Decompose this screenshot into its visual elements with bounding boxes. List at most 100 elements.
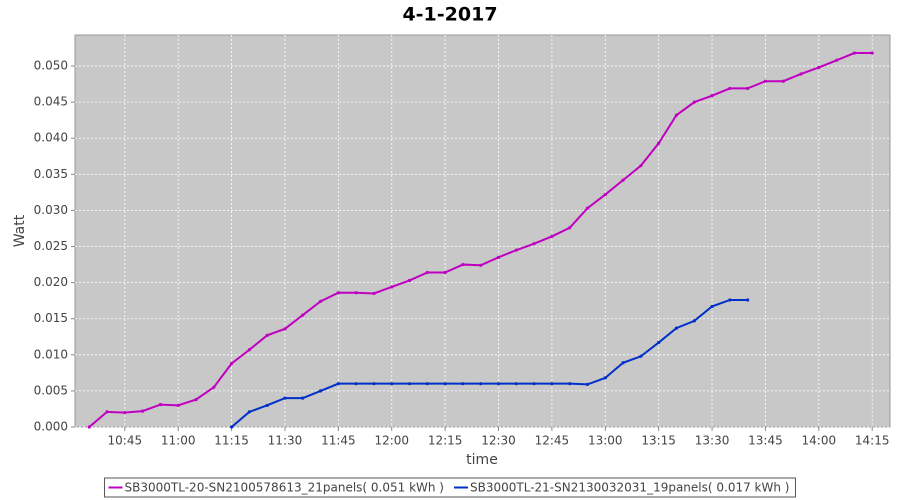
- data-point: [123, 410, 127, 415]
- data-point: [301, 396, 305, 400]
- data-point: [194, 397, 198, 402]
- x-tick-label: 13:45: [748, 434, 783, 448]
- data-point: [105, 410, 109, 414]
- data-point: [621, 178, 625, 182]
- data-point: [817, 65, 821, 70]
- data-point: [265, 403, 269, 407]
- x-tick-label: 14:00: [802, 434, 837, 448]
- data-point: [176, 403, 180, 407]
- legend-label: SB3000TL-21-SN2130032031_19panels( 0.017…: [470, 481, 789, 495]
- data-point: [229, 361, 234, 366]
- data-point: [870, 51, 874, 55]
- y-tick-label: 0.045: [34, 95, 68, 109]
- data-point: [621, 361, 625, 365]
- x-axis-label: time: [466, 452, 498, 468]
- data-point: [461, 262, 465, 267]
- data-point: [158, 403, 163, 407]
- data-point: [283, 327, 287, 331]
- x-tick-label: 12:45: [535, 434, 570, 448]
- data-point: [496, 382, 501, 386]
- x-tick-label: 11:45: [321, 434, 356, 448]
- data-point: [639, 354, 643, 358]
- data-point: [354, 291, 358, 295]
- data-point: [568, 226, 572, 230]
- data-point: [372, 291, 376, 296]
- x-tick-label: 12:30: [481, 434, 516, 448]
- data-point: [479, 263, 483, 267]
- data-point: [479, 382, 483, 386]
- data-point: [568, 382, 572, 386]
- data-point: [407, 382, 412, 386]
- data-point: [603, 376, 607, 380]
- y-tick-label: 0.035: [34, 167, 68, 181]
- data-point: [283, 396, 287, 400]
- data-point: [781, 79, 785, 83]
- data-point: [141, 409, 145, 413]
- chart-title: 4-1-2017: [402, 4, 497, 26]
- y-tick-label: 0.020: [34, 275, 68, 289]
- data-point: [443, 270, 447, 275]
- y-tick-label: 0.050: [34, 59, 68, 73]
- data-point: [674, 326, 679, 330]
- data-point: [710, 94, 714, 98]
- data-point: [852, 51, 857, 55]
- data-point: [585, 206, 590, 210]
- data-point: [390, 382, 394, 386]
- y-tick-label: 0.015: [34, 311, 68, 325]
- y-tick-label: 0.040: [34, 131, 68, 145]
- data-point: [514, 382, 518, 386]
- series-line: [230, 298, 748, 428]
- data-point: [710, 304, 714, 309]
- data-point: [692, 100, 696, 104]
- data-point: [390, 285, 394, 289]
- data-point: [336, 291, 340, 295]
- x-tick-label: 11:00: [161, 434, 196, 448]
- data-point: [87, 425, 91, 429]
- x-tick-label: 11:30: [268, 434, 303, 448]
- data-point: [692, 319, 696, 323]
- data-point: [461, 382, 465, 386]
- data-point: [746, 86, 750, 91]
- data-point: [657, 340, 661, 345]
- data-point: [336, 382, 340, 386]
- data-point: [728, 298, 732, 302]
- legend-label: SB3000TL-20-SN2100578613_21panels( 0.051…: [125, 481, 444, 495]
- data-point: [728, 86, 732, 91]
- data-point: [318, 299, 323, 303]
- x-tick-label: 12:00: [374, 434, 409, 448]
- data-point: [443, 382, 447, 386]
- data-point: [425, 382, 429, 386]
- y-tick-label: 0.030: [34, 203, 68, 217]
- data-point: [763, 79, 768, 83]
- plot-area: [74, 34, 891, 428]
- data-point: [318, 389, 323, 393]
- data-point: [229, 425, 234, 429]
- data-point: [247, 348, 251, 352]
- data-point: [603, 192, 607, 197]
- x-tick-label: 11:15: [214, 434, 249, 448]
- data-point: [674, 113, 679, 117]
- x-tick-label: 13:15: [641, 434, 676, 448]
- data-point: [835, 58, 839, 62]
- y-tick-label: 0.005: [34, 383, 68, 397]
- data-point: [265, 333, 269, 337]
- data-point: [354, 382, 358, 386]
- x-tick-label: 10:45: [108, 434, 143, 448]
- data-point: [657, 141, 661, 145]
- data-point: [496, 255, 501, 259]
- data-point: [799, 72, 803, 76]
- data-point: [247, 410, 251, 414]
- x-tick-label: 14:15: [855, 434, 890, 448]
- data-point: [372, 382, 376, 386]
- x-tick-label: 12:15: [428, 434, 463, 448]
- legend-box: [104, 477, 796, 498]
- x-tick-label: 13:00: [588, 434, 623, 448]
- data-point: [514, 248, 518, 252]
- data-point: [532, 382, 536, 386]
- data-point: [407, 278, 412, 283]
- data-point: [532, 242, 536, 246]
- data-point: [212, 385, 216, 389]
- data-point: [550, 382, 554, 386]
- x-tick-label: 13:30: [695, 434, 730, 448]
